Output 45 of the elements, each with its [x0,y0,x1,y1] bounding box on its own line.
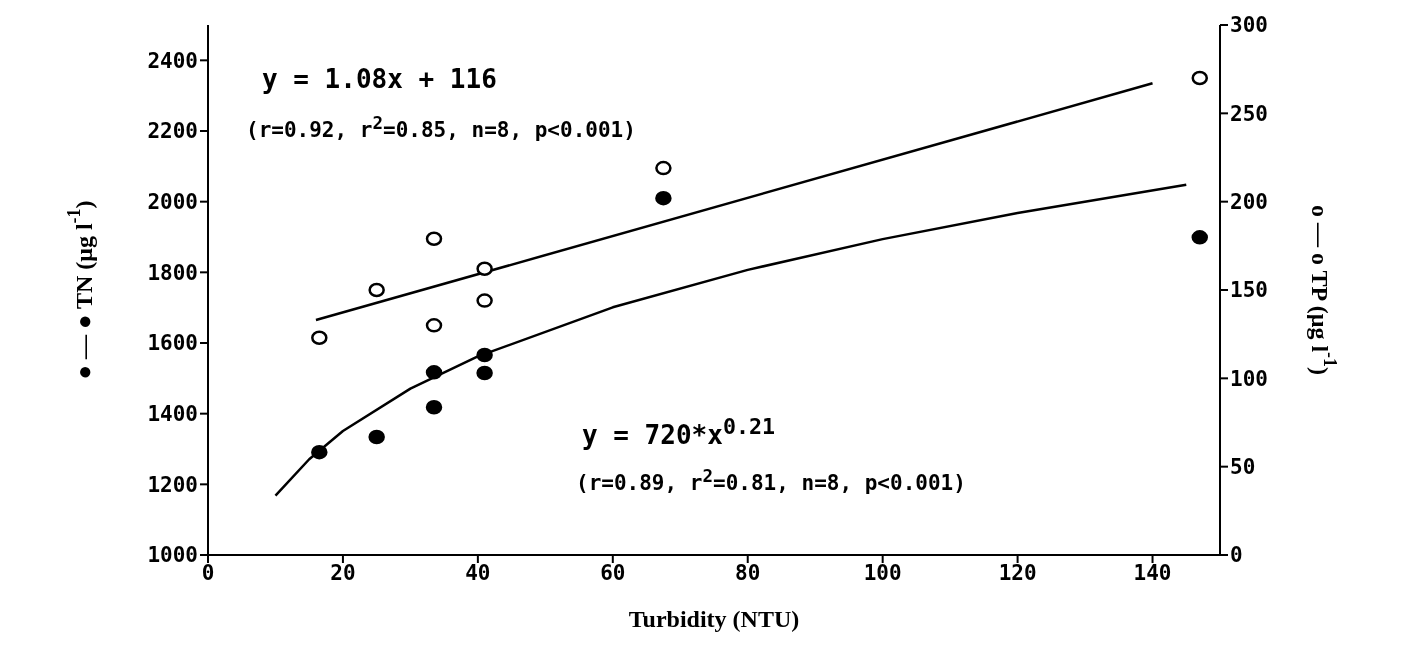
y-tick-label: 1800 [147,260,198,285]
y2-tick-label: 100 [1230,366,1268,391]
point [311,444,328,460]
point [655,160,672,176]
annotation: (r=0.89, r$^{2}$=0.81, n=8, p<0.001) [576,466,966,497]
x-tick-label: 100 [863,560,902,585]
x-tick-label: 60 [600,560,626,585]
y2-tick-label: 150 [1230,278,1268,303]
point [425,318,443,333]
y2-tick-label: 50 [1230,455,1256,480]
x-tick-label: 140 [1133,560,1172,585]
point [368,282,385,298]
y-tick-label: 1600 [147,331,198,356]
x-tick-label: 40 [465,560,491,585]
x-tick-label: 120 [998,560,1037,585]
y-tick-label: 1400 [147,402,198,427]
line-series [274,183,1188,497]
y-tick-label: 2400 [147,48,198,73]
annotation: (r=0.92, r$^{2}$=0.85, n=8, p<0.001) [246,113,636,144]
point [476,365,493,381]
point [655,190,672,206]
y-tick-label: 2200 [147,119,198,144]
point [1191,230,1209,245]
point [425,365,443,380]
point [425,231,443,247]
point [1191,70,1209,86]
y2-tick-label: 200 [1230,190,1268,215]
y-tick-label: 1000 [147,543,198,568]
x-tick-label: 20 [330,560,356,585]
annotation: y = 1.08x + 116 [262,64,497,96]
point [368,429,385,445]
x-tick-label: 0 [201,560,215,585]
y2-tick-label: 250 [1230,101,1268,126]
point [476,261,493,277]
point [425,400,443,415]
x-axis-title: Turbidity (NTU) [628,606,800,632]
x-tick-label: 80 [735,560,761,585]
point [476,347,493,363]
point [311,330,328,345]
y-tick-label: 1200 [147,472,198,497]
y2-tick-label: 0 [1230,543,1243,568]
annotation: y = 720*x$^{0.21}$ [582,414,776,451]
y-tick-label: 2000 [147,190,198,215]
point [476,293,493,308]
y2-tick-label: 300 [1230,13,1268,38]
